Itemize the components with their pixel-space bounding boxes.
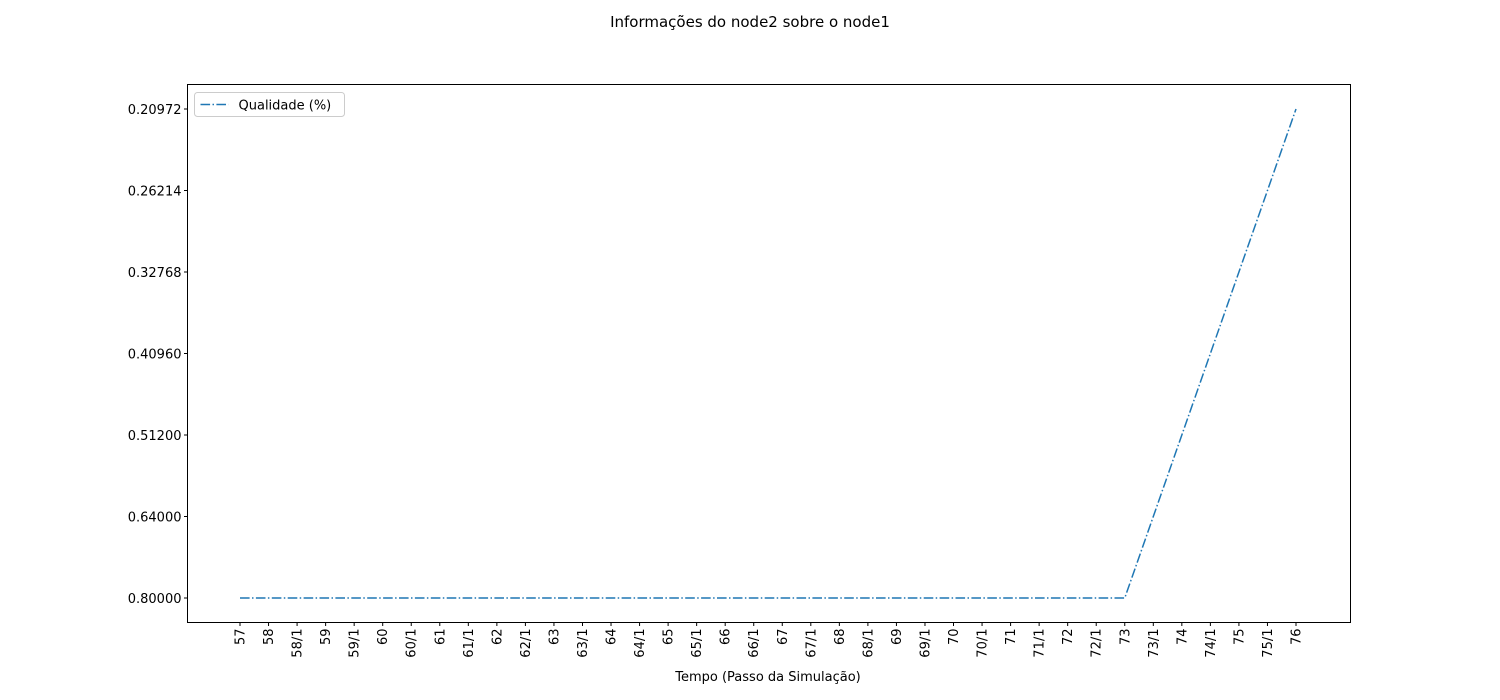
x-tick-label: 69 <box>890 629 905 646</box>
x-tick-label: 71/1 <box>1033 629 1048 658</box>
x-tick-label: 75 <box>1232 629 1247 646</box>
x-tick-label: 76 <box>1290 629 1305 646</box>
y-tick-label: 0.80000 <box>128 592 182 607</box>
x-tick-label: 66 <box>719 629 734 646</box>
x-tick-label: 65 <box>662 629 677 646</box>
chart-title: Informações do node2 sobre o node1 <box>610 13 890 31</box>
x-tick-label: 61 <box>433 629 448 646</box>
x-tick-label: 72/1 <box>1090 629 1105 658</box>
x-tick-label: 58 <box>262 629 277 646</box>
x-tick-label: 73/1 <box>1147 629 1162 658</box>
x-tick-label: 68 <box>833 629 848 646</box>
x-tick-label: 65/1 <box>690 629 705 658</box>
x-tick-label: 66/1 <box>747 629 762 658</box>
x-tick-label: 71 <box>1004 629 1019 646</box>
x-tick-label: 64/1 <box>633 629 648 658</box>
x-tick-label: 60/1 <box>405 629 420 658</box>
x-tick-label: 74 <box>1175 629 1190 646</box>
y-tick-label: 0.32768 <box>128 266 182 281</box>
x-tick-label: 73 <box>1118 629 1133 646</box>
x-tick-label: 70/1 <box>976 629 991 658</box>
y-tick-label: 0.26214 <box>128 185 182 200</box>
x-tick-label: 67 <box>776 629 791 646</box>
x-tick-label: 58/1 <box>291 629 306 658</box>
y-tick-label: 0.40960 <box>128 348 182 363</box>
x-axis-label: Tempo (Passo da Simulação) <box>674 670 861 685</box>
y-tick-label: 0.51200 <box>128 429 182 444</box>
x-tick-label: 57 <box>234 629 249 646</box>
x-tick-label: 67/1 <box>804 629 819 658</box>
legend-box <box>194 92 345 117</box>
x-tick-label: 72 <box>1061 629 1076 646</box>
x-tick-label: 62 <box>490 629 505 646</box>
x-tick-label: 68/1 <box>861 629 876 658</box>
x-tick-label: 70 <box>947 629 962 646</box>
x-tick-label: 59/1 <box>348 629 363 658</box>
x-tick-label: 59 <box>319 629 334 646</box>
x-tick-label: 60 <box>376 629 391 646</box>
y-tick-label: 0.20972 <box>128 103 182 118</box>
x-tick-label: 64 <box>605 629 620 646</box>
x-tick-label: 69/1 <box>918 629 933 658</box>
x-tick-label: 63/1 <box>576 629 591 658</box>
x-tick-label: 63 <box>547 629 562 646</box>
legend-label: Qualidade (%) <box>239 99 332 114</box>
x-tick-label: 74/1 <box>1204 629 1219 658</box>
x-tick-label: 62/1 <box>519 629 534 658</box>
x-tick-label: 61/1 <box>462 629 477 658</box>
y-tick-label: 0.64000 <box>128 511 182 526</box>
x-tick-label: 75/1 <box>1261 629 1276 658</box>
data-line <box>240 108 1297 599</box>
